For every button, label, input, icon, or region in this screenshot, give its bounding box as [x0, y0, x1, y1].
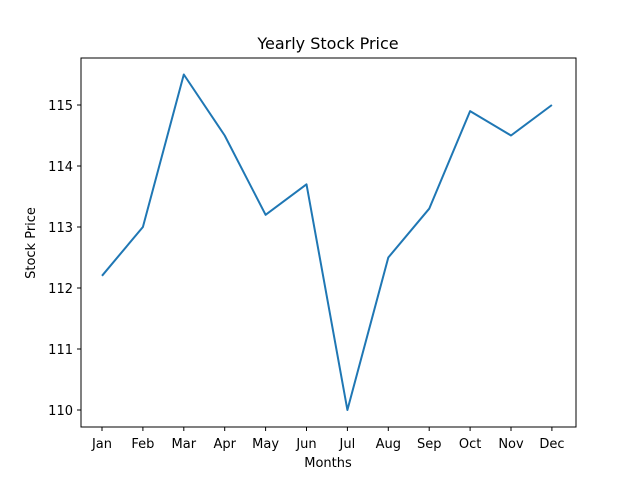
x-tick-label: Jan — [91, 437, 112, 452]
y-tick-label: 115 — [48, 99, 73, 114]
x-axis: Jan Feb Mar Apr May Jun Jul Aug Sep Oct Nov Dec — [91, 427, 564, 452]
x-tick-label: Mar — [172, 437, 197, 452]
y-axis: 110 111 112 113 114 115 — [48, 99, 81, 419]
x-tick-label: Sep — [417, 437, 442, 452]
y-tick-label: 112 — [48, 282, 73, 297]
x-tick-label: Oct — [459, 437, 481, 452]
x-axis-label: Months — [304, 456, 352, 471]
y-tick-label: 110 — [48, 404, 73, 419]
y-tick-label: 114 — [48, 160, 73, 175]
x-tick-label: Feb — [131, 437, 154, 452]
y-tick-label: 111 — [48, 343, 73, 358]
y-axis-label: Stock Price — [24, 207, 39, 279]
y-tick-label: 113 — [48, 221, 73, 236]
series-line — [101, 73, 553, 411]
x-tick-label: Apr — [213, 437, 236, 452]
x-tick-label: May — [252, 437, 279, 452]
chart-title: Yearly Stock Price — [256, 34, 398, 53]
x-tick-label: Dec — [539, 437, 564, 452]
x-tick-label: Nov — [498, 437, 524, 452]
plot-area — [80, 57, 577, 428]
x-tick-label: Jul — [339, 437, 356, 452]
x-tick-label: Jun — [295, 437, 316, 452]
x-tick-label: Aug — [376, 437, 401, 452]
